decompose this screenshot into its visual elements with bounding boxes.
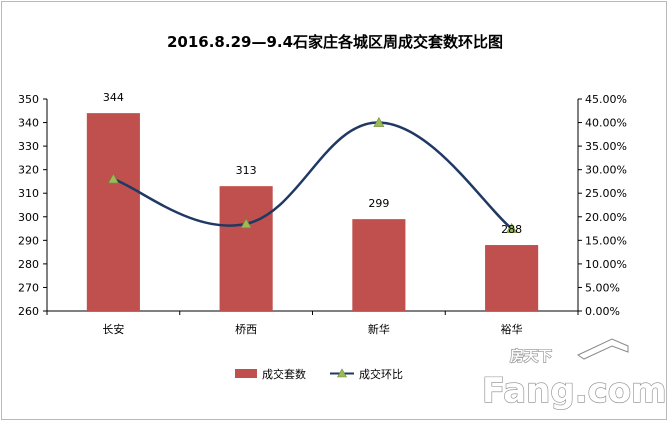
bar-value-label: 299 <box>368 197 389 210</box>
line-marker <box>107 173 119 184</box>
bar <box>219 186 273 311</box>
right-axis-tick-label: 15.00% <box>585 234 627 247</box>
legend: 成交套数 成交环比 <box>235 367 403 381</box>
watermark-top-text: 房天下 <box>510 348 552 365</box>
right-axis-tick-label: 40.00% <box>585 117 627 130</box>
line-series <box>107 116 518 233</box>
legend-triangle-marker-icon <box>336 368 348 378</box>
right-axis-tick-label: 5.00% <box>585 281 620 294</box>
left-axis-tick-label: 280 <box>18 258 39 271</box>
bar-value-label: 313 <box>236 164 257 177</box>
left-axis-tick-label: 270 <box>18 281 39 294</box>
chart-title: 2016.8.29—9.4石家庄各城区周成交套数环比图 <box>167 33 503 51</box>
watermark-logo: 房天下 Fang.com <box>481 338 667 412</box>
line-path <box>112 121 513 230</box>
left-axis-tick-label: 310 <box>18 187 39 200</box>
category-label: 长安 <box>102 322 124 336</box>
bar-value-label: 288 <box>501 223 522 236</box>
legend-bar-swatch <box>235 369 257 378</box>
right-axis: 0.00% 5.00% 10.00% 15.00% 20.00% 25.00% 30.00%… <box>577 93 627 318</box>
category-labels: 长安 桥西 新华 裕华 <box>46 311 579 336</box>
right-axis-tick-label: 35.00% <box>585 140 627 153</box>
line-marker <box>240 218 252 229</box>
left-axis-tick-label: 260 <box>18 305 39 318</box>
category-label: 桥西 <box>235 323 257 336</box>
left-axis-tick-label: 340 <box>18 117 39 130</box>
watermark-house-icon <box>576 338 629 360</box>
right-axis-tick-label: 0.00% <box>585 305 620 318</box>
legend-bar-label: 成交套数 <box>262 367 306 381</box>
right-axis-tick-label: 10.00% <box>585 258 627 271</box>
bar-series <box>86 113 539 311</box>
line-marker <box>506 222 518 233</box>
data-labels: 344 313 299 288 <box>103 91 522 236</box>
right-axis-tick-label: 45.00% <box>585 93 627 106</box>
right-axis-tick-label: 30.00% <box>585 164 627 177</box>
bar-value-label: 344 <box>103 91 124 104</box>
left-axis-tick-label: 320 <box>18 164 39 177</box>
line-marker <box>373 116 385 127</box>
legend-line-label: 成交环比 <box>359 367 403 381</box>
category-label: 新华 <box>368 322 390 336</box>
right-axis-tick-label: 20.00% <box>585 211 627 224</box>
bar <box>352 219 406 311</box>
bar <box>485 245 539 311</box>
bar <box>86 113 140 311</box>
left-axis-tick-label: 350 <box>18 93 39 106</box>
left-axis-tick-label: 300 <box>18 211 39 224</box>
left-axis-tick-label: 290 <box>18 234 39 247</box>
category-label: 裕华 <box>501 322 523 336</box>
right-axis-tick-label: 25.00% <box>585 187 627 200</box>
watermark-brand-text: Fang.com <box>482 371 667 411</box>
left-axis-tick-label: 330 <box>18 140 39 153</box>
